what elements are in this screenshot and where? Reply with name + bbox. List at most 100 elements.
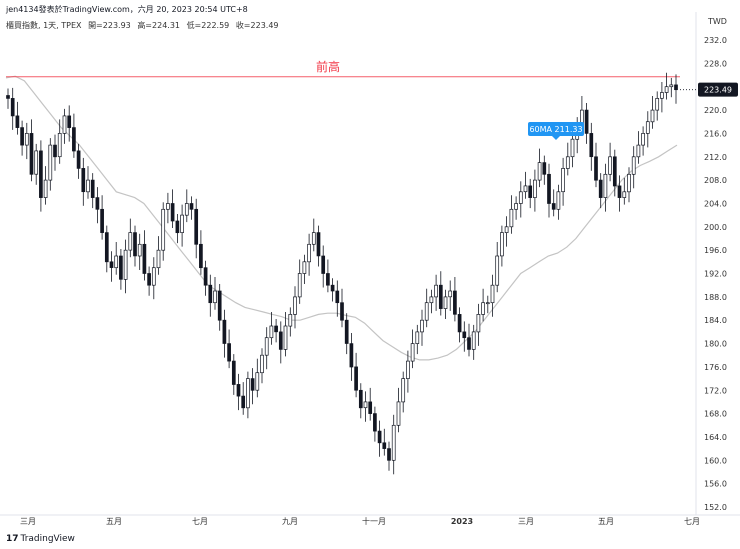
- candle-body: [311, 232, 316, 245]
- price-tick-label: 220.0: [704, 106, 727, 115]
- candle-body: [128, 232, 133, 251]
- candle-body: [241, 395, 246, 409]
- candle-body: [20, 127, 24, 146]
- candle-body: [363, 401, 368, 409]
- candle-body: [15, 115, 20, 128]
- candle-body: [462, 331, 467, 339]
- candle-body: [81, 168, 86, 193]
- candle-body: [109, 261, 114, 268]
- time-tick-label: 七月: [192, 517, 208, 526]
- last-price-label: 223.49: [704, 86, 732, 95]
- candle-body: [307, 243, 311, 263]
- candle-body: [420, 319, 424, 333]
- tradingview-logo-icon: 𝟭𝟳: [6, 534, 19, 544]
- price-tick-label: 216.0: [704, 129, 727, 138]
- candle-body: [490, 284, 495, 304]
- candle-body: [161, 208, 166, 251]
- candle-body: [368, 401, 373, 414]
- time-tick-label: 七月: [684, 517, 700, 526]
- candle-body: [406, 360, 410, 379]
- candle-body: [476, 314, 481, 333]
- price-tick-label: 196.0: [704, 246, 727, 255]
- candle-body: [453, 290, 457, 315]
- candle-body: [401, 378, 406, 403]
- candle-body: [340, 302, 344, 321]
- candle-body: [485, 302, 490, 305]
- previous-high-line-layer: 前高: [6, 59, 680, 78]
- candle-body: [175, 220, 180, 234]
- candle-body: [636, 144, 641, 158]
- candle-body: [288, 314, 293, 327]
- candle-body: [612, 156, 617, 187]
- price-tick-label: 228.0: [704, 59, 727, 68]
- candle-body: [664, 86, 669, 93]
- candle-body: [645, 121, 650, 134]
- candle-body: [199, 243, 203, 269]
- candle-body: [246, 378, 250, 409]
- candle-body: [293, 296, 297, 315]
- previous-high-label: 前高: [316, 59, 340, 74]
- candle-body: [217, 290, 222, 321]
- candle-body: [250, 378, 255, 391]
- time-tick-label: 十一月: [362, 516, 386, 526]
- candle-body: [278, 331, 283, 350]
- candle-body: [194, 208, 199, 245]
- candle-body: [90, 179, 95, 198]
- time-tick-label: 三月: [518, 517, 534, 526]
- candle-body: [180, 214, 184, 233]
- candle-body: [123, 249, 128, 280]
- candle-body: [48, 144, 53, 181]
- price-tick-label: 188.0: [704, 293, 727, 302]
- candle-body: [297, 273, 302, 298]
- candle-body: [584, 109, 589, 134]
- close-value: 收=223.49: [235, 21, 279, 30]
- candle-body: [184, 203, 189, 216]
- candle-body: [208, 284, 213, 304]
- candle-body: [156, 249, 161, 269]
- candle-body: [377, 430, 382, 444]
- candle-body: [53, 144, 57, 158]
- price-tick-label: 208.0: [704, 176, 727, 185]
- candle-body: [434, 284, 438, 298]
- candle-body: [396, 401, 401, 426]
- candle-body: [236, 384, 241, 397]
- candle-body: [142, 243, 147, 274]
- price-tick-label: 180.0: [704, 340, 727, 349]
- candle-body: [533, 179, 537, 198]
- time-tick-label: 2023: [451, 517, 473, 526]
- candle-body: [598, 179, 603, 198]
- candle-body: [650, 109, 655, 123]
- candle-body: [655, 98, 660, 111]
- candle-body: [316, 232, 321, 257]
- time-tick-label: 五月: [598, 517, 614, 526]
- candle-body: [608, 156, 612, 175]
- candle-body: [594, 156, 598, 181]
- candle-body: [274, 325, 278, 333]
- candle-body: [222, 319, 227, 344]
- candle-body: [104, 232, 109, 263]
- candle-body: [62, 115, 67, 134]
- candle-body: [354, 366, 358, 391]
- candle-body: [457, 314, 462, 333]
- candle-body: [119, 255, 123, 280]
- candle-body: [467, 337, 471, 350]
- candle-body: [551, 203, 556, 210]
- candle-body: [547, 173, 551, 204]
- candle-body: [283, 325, 288, 350]
- price-tick-label: 156.0: [704, 480, 727, 489]
- candle-body: [39, 150, 43, 198]
- price-tick-label: 168.0: [704, 410, 727, 419]
- ma-callout-pointer: [552, 136, 560, 140]
- price-tick-label: 152.0: [704, 503, 727, 512]
- candle-body: [264, 337, 269, 356]
- currency-label: TWD: [707, 17, 727, 26]
- candle-body: [34, 150, 39, 175]
- price-tick-label: 200.0: [704, 223, 727, 232]
- price-tick-label: 232.0: [704, 36, 727, 45]
- candle-body: [622, 191, 627, 198]
- candle-body: [631, 156, 636, 175]
- candle-body: [67, 115, 72, 128]
- candle-body: [10, 98, 15, 117]
- time-axis: 三月 五月 七月 九月 十一月 2023 三月 五月 七月: [0, 514, 740, 526]
